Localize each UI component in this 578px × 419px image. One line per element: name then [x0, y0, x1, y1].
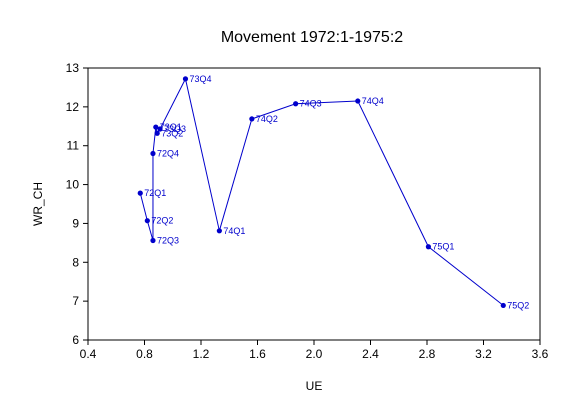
y-tick-label: 10: [66, 178, 80, 192]
data-point-label: 73Q2: [161, 128, 183, 138]
y-tick-label: 7: [72, 294, 79, 308]
y-tick-label: 8: [72, 255, 79, 269]
data-point: [355, 98, 361, 104]
x-tick-label: 3.2: [475, 347, 492, 361]
data-point-label: 72Q3: [157, 236, 179, 246]
data-point-label: 72Q2: [151, 216, 173, 226]
data-point: [216, 228, 222, 234]
x-tick-label: 1.2: [193, 347, 210, 361]
data-point-label: 72Q1: [144, 188, 166, 198]
x-tick-label: 3.6: [532, 347, 549, 361]
x-tick-label: 2.8: [419, 347, 436, 361]
y-axis: 6 7 8 9 10 11 12 13: [66, 61, 88, 347]
data-point: [157, 126, 163, 132]
data-point-label: 74Q1: [223, 226, 245, 236]
data-point: [500, 302, 506, 309]
y-tick-label: 6: [72, 333, 79, 347]
y-tick-label: 11: [67, 139, 80, 153]
x-axis-label: UE: [306, 379, 323, 393]
data-point: [182, 76, 189, 82]
x-tick-label: 0.4: [80, 347, 97, 361]
data-point: [150, 150, 156, 157]
data-point-label: 75Q2: [507, 300, 529, 310]
data-point-label: 73Q1: [160, 122, 182, 132]
data-point: [144, 218, 150, 224]
data-point: [137, 190, 143, 196]
y-tick-label: 12: [66, 100, 80, 114]
data-point-label: 73Q4: [189, 74, 211, 84]
data-point-label: 74Q2: [256, 114, 278, 124]
data-point: [249, 116, 255, 122]
data-point: [293, 101, 299, 107]
data-point-label: 72Q4: [157, 148, 179, 158]
x-tick-label: 1.6: [249, 347, 266, 361]
data-point-label: 73Q3: [164, 124, 186, 134]
data-point: [154, 130, 160, 136]
y-tick-label: 13: [66, 61, 80, 75]
data-point: [150, 237, 156, 244]
data-point-label: 74Q3: [300, 99, 322, 109]
data-point-label: 74Q4: [362, 96, 384, 106]
series-line: [139, 77, 504, 306]
x-tick-label: 2.4: [362, 347, 379, 361]
data-point-label: 75Q1: [432, 242, 454, 252]
y-axis-label: WR_CH: [31, 182, 45, 226]
chart-title: Movement 1972:1-1975:2: [221, 29, 403, 46]
y-tick-label: 9: [72, 216, 79, 230]
data-point: [153, 124, 159, 130]
x-tick-label: 0.8: [136, 347, 153, 361]
x-axis: 0.4 0.8 1.2 1.6 2.0 2.4 2.8 3.2 3.6: [80, 340, 549, 361]
x-tick-label: 2.0: [306, 347, 323, 361]
data-point: [425, 244, 432, 250]
plot-frame: [87, 67, 541, 341]
